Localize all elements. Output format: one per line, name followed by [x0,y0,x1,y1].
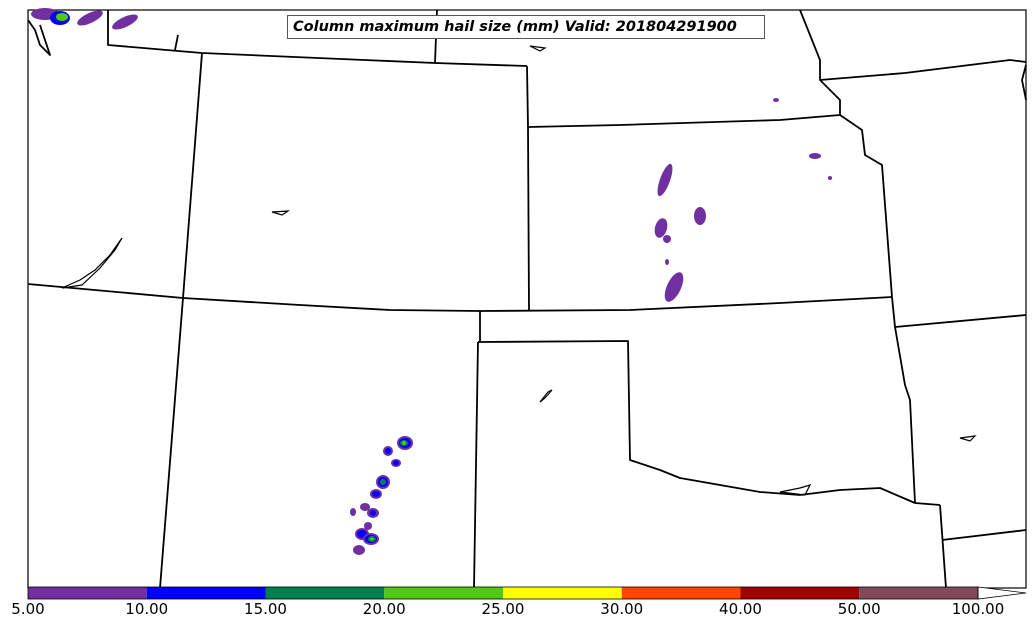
colorbar [27,586,1027,600]
hail-cell [77,10,103,26]
colorbar-tick-label: 10.00 [125,600,169,618]
colorbar-segment [621,587,741,599]
hail-cell [664,272,684,302]
hail-cell [828,176,832,180]
hail-cell [665,259,669,265]
colorbar-tick-label: 5.00 [11,600,45,618]
hail-cell [112,14,138,30]
colorbar-tick-label: 20.00 [362,600,406,618]
colorbar-segment [859,587,978,599]
colorbar-segment [28,587,147,599]
colorbar-tick-label: 30.00 [600,600,644,618]
hail-cell [380,479,386,485]
colorbar-segment [265,587,385,599]
colorbar-tick-label: 40.00 [719,600,762,618]
hail-cell [372,491,380,497]
hail-cell [694,207,706,225]
colorbar-segment [740,587,860,599]
hail-cell [370,510,376,516]
state-borders [27,9,1027,589]
colorbar-outline [27,586,979,600]
hail-cell [657,163,673,197]
hail-cell [353,545,365,555]
hail-cell [393,460,399,466]
hail-cell [370,537,374,541]
hail-contours [31,8,832,555]
hail-cell [809,153,821,159]
hail-cell [663,235,671,243]
hail-cell [402,441,406,445]
colorbar-tick-label: 100.00 [951,600,1005,618]
lakes [61,45,977,496]
colorbar-tick-label: 50.00 [837,600,881,618]
colorbar-extend-arrow [977,586,1027,600]
colorbar-segment [146,587,266,599]
colorbar-segment [384,587,503,599]
colorbar-segment [503,587,622,599]
hail-cell [350,508,356,516]
nm-hail-line [350,436,413,555]
hail-cell [654,218,668,238]
hail-cell [364,522,372,530]
hail-cell [360,503,370,511]
hail-cell [56,13,68,21]
colorbar-tick-label: 15.00 [244,600,287,618]
hail-cell [773,98,779,102]
map-title: Column maximum hail size (mm) Valid: 201… [287,15,765,39]
hail-cell [385,448,391,454]
colorbar-tick-label: 25.00 [481,600,525,618]
